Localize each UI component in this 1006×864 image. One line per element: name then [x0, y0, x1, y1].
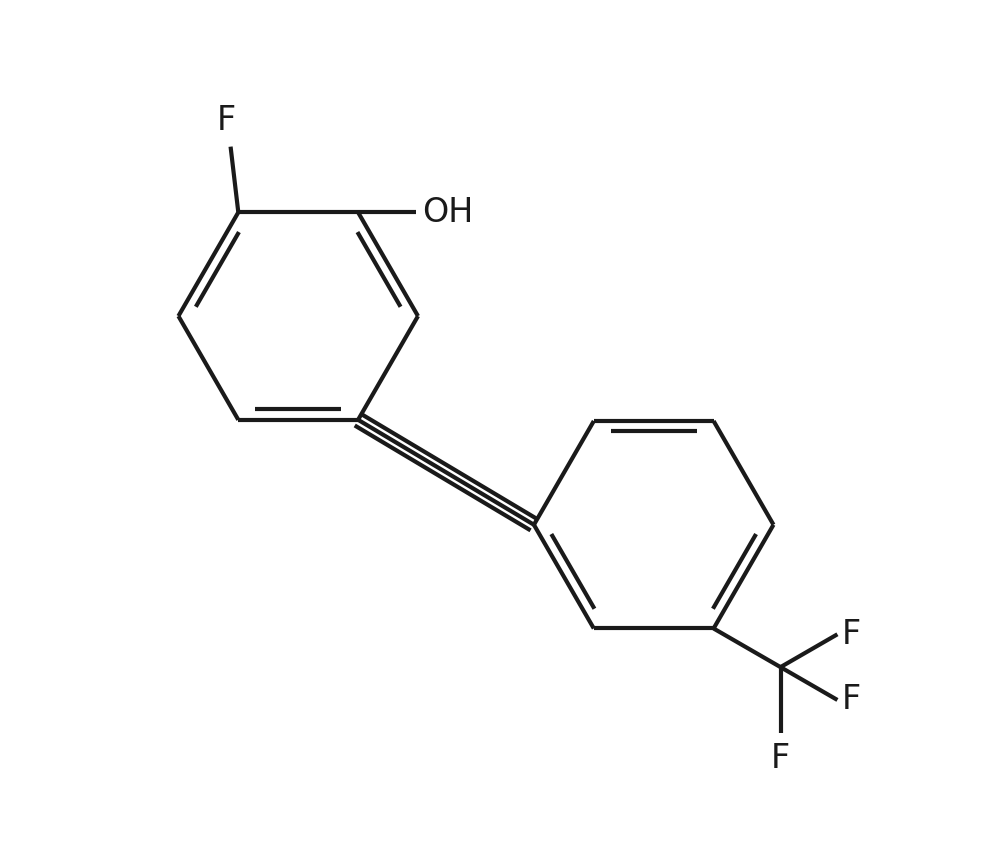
Text: OH: OH: [423, 196, 474, 229]
Text: F: F: [771, 742, 790, 775]
Text: F: F: [217, 105, 236, 137]
Text: F: F: [841, 683, 860, 716]
Text: F: F: [841, 618, 860, 651]
